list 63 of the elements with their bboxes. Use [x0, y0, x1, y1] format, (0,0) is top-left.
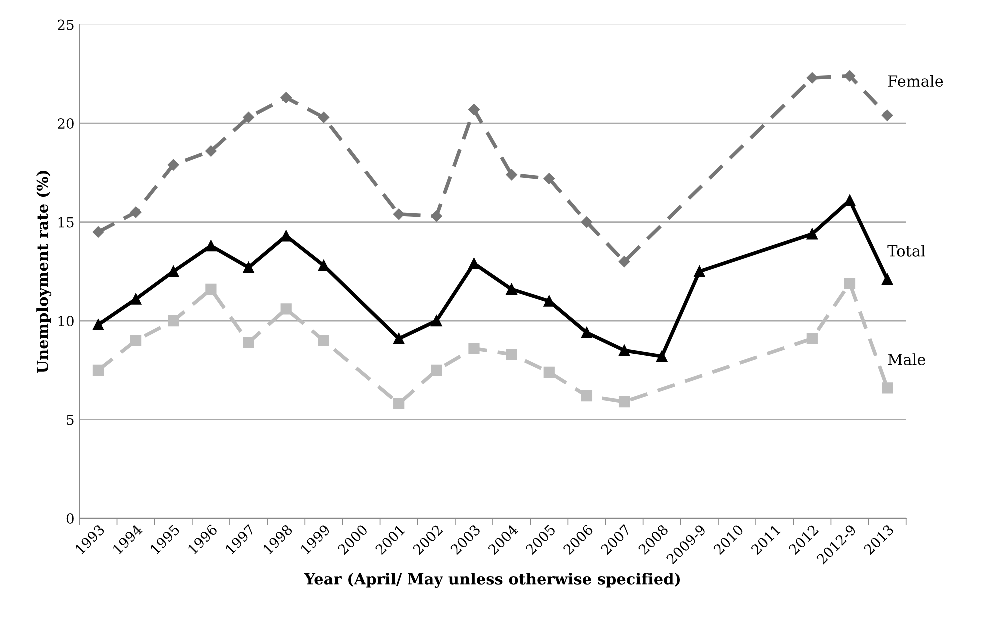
- point: [468, 104, 480, 116]
- point: [844, 70, 856, 82]
- point: [243, 112, 254, 124]
- point: [806, 228, 818, 240]
- point: [581, 327, 593, 338]
- point: [318, 335, 330, 346]
- y-tick-label: 25: [58, 20, 74, 30]
- point: [806, 333, 818, 344]
- point: [92, 364, 104, 376]
- series-label: Female: [888, 75, 944, 88]
- point: [806, 72, 818, 84]
- point: [206, 240, 217, 252]
- point: [656, 351, 668, 362]
- point: [882, 274, 894, 286]
- point: [393, 208, 405, 220]
- point: [882, 110, 894, 122]
- point: [506, 169, 518, 181]
- point: [130, 335, 142, 346]
- point: [581, 390, 593, 402]
- point: [206, 284, 217, 296]
- point: [206, 146, 217, 157]
- point: [318, 260, 330, 272]
- point: [280, 230, 292, 242]
- point: [506, 284, 518, 296]
- y-tick-label: 10: [58, 316, 74, 327]
- point: [431, 210, 442, 222]
- series-label: Total: [888, 245, 926, 257]
- point: [544, 296, 555, 307]
- point: [394, 398, 405, 410]
- x-axis-title: Year (April/ May unless otherwise specified): [304, 573, 680, 588]
- point: [506, 349, 518, 360]
- point: [694, 266, 706, 278]
- point: [431, 364, 442, 376]
- point: [618, 345, 630, 356]
- point: [243, 337, 254, 348]
- y-tick-label: 15: [58, 217, 74, 228]
- point: [844, 278, 856, 290]
- point: [431, 316, 442, 327]
- point: [618, 396, 630, 408]
- series-label: Male: [888, 354, 926, 366]
- point: [92, 226, 104, 238]
- point: [468, 258, 480, 270]
- point: [92, 319, 104, 331]
- point: [243, 262, 254, 274]
- point: [280, 92, 292, 104]
- point: [168, 316, 180, 327]
- y-tick-label: 5: [67, 414, 74, 426]
- point: [468, 343, 480, 354]
- point: [394, 333, 405, 344]
- y-axis-title: Unemployment rate (%): [36, 171, 52, 374]
- y-tick-label: 0: [66, 514, 74, 524]
- point: [581, 216, 593, 228]
- point: [130, 294, 142, 305]
- point: [168, 266, 180, 278]
- point: [544, 366, 555, 378]
- point: [318, 112, 330, 124]
- point: [882, 382, 894, 394]
- point: [280, 304, 292, 315]
- point: [168, 159, 180, 171]
- point: [618, 256, 630, 268]
- y-tick-label: 20: [58, 118, 74, 130]
- point: [544, 173, 555, 184]
- point: [130, 206, 142, 218]
